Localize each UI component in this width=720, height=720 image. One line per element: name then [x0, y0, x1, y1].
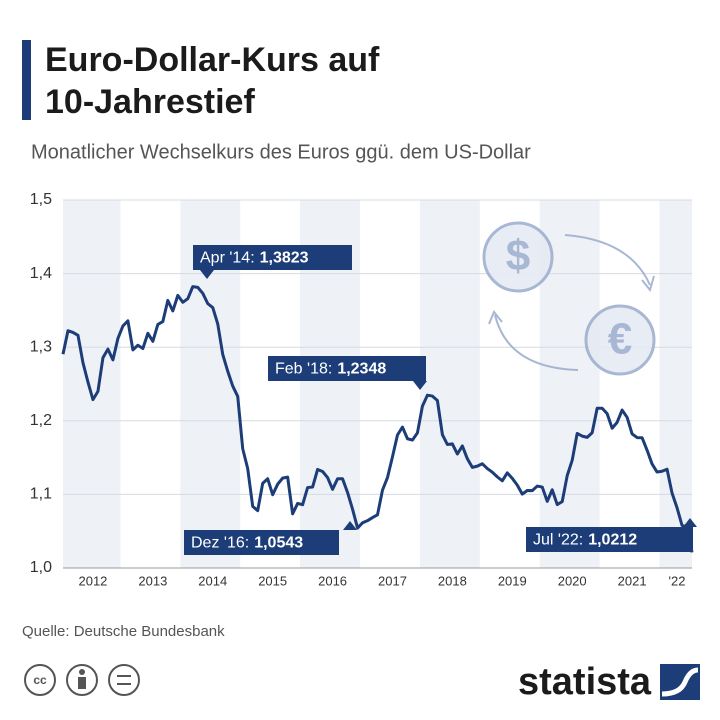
annotation-pointer	[200, 270, 214, 279]
x-tick-label: 2016	[318, 573, 347, 588]
annotation-pointer	[413, 381, 427, 390]
annotation-text: Dez '16: 1,0543	[191, 535, 303, 552]
y-tick-label: 1,3	[30, 338, 52, 355]
x-tick-label: 2018	[438, 573, 467, 588]
annotation: Jul '22: 1,0212	[526, 518, 697, 552]
annotation-text: Apr '14: 1,3823	[200, 250, 309, 267]
brand-mark	[660, 664, 700, 700]
year-band	[419, 200, 480, 568]
annotation: Apr '14: 1,3823	[193, 245, 352, 279]
annotation-box	[193, 245, 352, 270]
plot: Apr '14: 1,3823 Feb '18: 1,2348 Dez '16: 1,05…	[61, 245, 697, 555]
annotation: Dez '16: 1,0543	[184, 521, 357, 555]
annotation-label: Dez '16:	[191, 535, 249, 552]
annotation-value: 1,0543	[254, 535, 303, 552]
x-tick-label: 2021	[618, 573, 647, 588]
y-tick-label: 1,5	[30, 191, 52, 208]
chart-title: Euro-Dollar-Kurs auf	[45, 41, 380, 79]
chart-title: 10-Jahrestief	[45, 83, 255, 121]
brand: statista	[518, 661, 652, 703]
x-tick-label: 2012	[78, 573, 107, 588]
y-tick-label: 1,1	[30, 486, 52, 503]
annotation-label: Apr '14:	[200, 250, 255, 267]
annotation-value: 1,2348	[337, 361, 386, 378]
currency-icon: $ €	[482, 221, 656, 376]
annotation-value: 1,3823	[260, 250, 309, 267]
x-tick-label: 2014	[198, 573, 227, 588]
x-tick-label: 2017	[378, 573, 407, 588]
annotation-box	[268, 356, 426, 381]
grid: 1,0 1,1 1,2 1,3 1,4 1,5 2012 2013 2014 2015 2016 20…	[30, 191, 692, 588]
svg-text:€: €	[608, 315, 632, 364]
annotation-label: Jul '22:	[533, 532, 583, 549]
year-band	[63, 200, 121, 568]
year-band	[659, 200, 692, 568]
annotation-value: 1,0212	[588, 532, 637, 549]
annotation-label: Feb '18:	[275, 361, 332, 378]
chart-subtitle: Monatlicher Wechselkurs des Euros ggü. d…	[31, 141, 531, 163]
svg-text:$: $	[506, 232, 530, 281]
y-tick-label: 1,4	[30, 265, 52, 282]
svg-text:cc: cc	[33, 673, 47, 687]
annotation-box	[184, 530, 339, 555]
title-accent	[22, 40, 31, 120]
annotation-text: Jul '22: 1,0212	[533, 532, 637, 549]
x-tick-label: '22	[669, 573, 686, 588]
annotation-box	[526, 527, 693, 552]
annotation-text: Feb '18: 1,2348	[275, 361, 386, 378]
annotation-pointer	[343, 521, 357, 530]
y-tick-label: 1,2	[30, 412, 52, 429]
x-tick-label: 2015	[258, 573, 287, 588]
line	[61, 285, 694, 553]
x-tick-label: 2019	[498, 573, 527, 588]
y-tick-label: 1,0	[30, 559, 52, 576]
x-tick-label: 2013	[138, 573, 167, 588]
license-icons: cc	[24, 664, 140, 696]
source: Quelle: Deutsche Bundesbank	[22, 623, 225, 640]
annotation: Feb '18: 1,2348	[268, 356, 427, 390]
annotation-pointer	[683, 518, 697, 527]
x-tick-label: 2020	[558, 573, 587, 588]
